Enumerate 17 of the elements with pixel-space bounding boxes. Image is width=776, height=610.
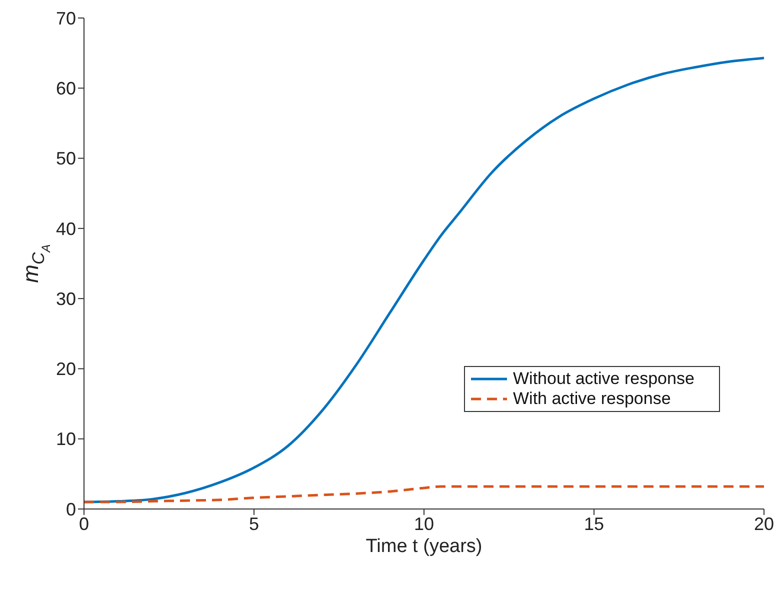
y-tick-label: 40 <box>56 218 76 239</box>
y-tick-label: 0 <box>66 499 76 520</box>
y-tick-label: 50 <box>56 148 76 169</box>
y-tick-label: 10 <box>56 429 76 450</box>
line-series <box>84 485 764 504</box>
x-tick-label: 10 <box>414 514 434 534</box>
x-tick-label: 15 <box>584 514 604 534</box>
y-tick-label: 30 <box>56 288 76 309</box>
legend-label: With active response <box>512 389 672 409</box>
x-tick-label: 0 <box>78 514 90 534</box>
y-tick-label: 20 <box>56 359 76 380</box>
x-tick-label: 20 <box>754 514 774 534</box>
x-tick-label: 5 <box>248 514 260 534</box>
legend-label: Without active response <box>512 369 696 389</box>
y-tick-label: 70 <box>56 8 76 28</box>
x-axis-title: Time t (years) <box>366 536 482 557</box>
y-tick-label: 60 <box>56 78 76 99</box>
